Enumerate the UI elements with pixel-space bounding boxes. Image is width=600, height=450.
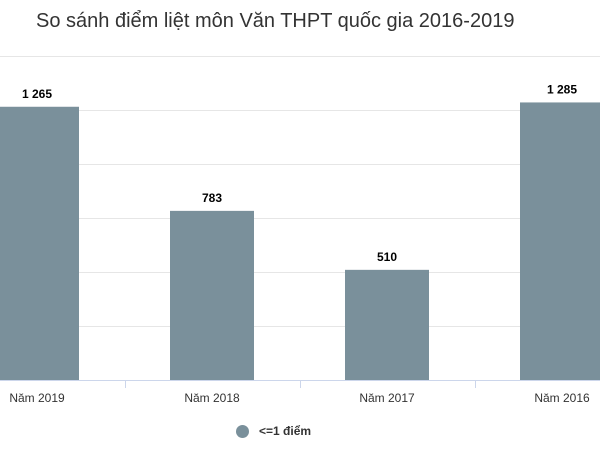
bar [0,106,79,380]
grid-lines [0,56,600,327]
data-label: 1 285 [547,82,577,96]
bar [345,269,429,380]
legend-swatch-icon [236,424,249,438]
chart-title: So sánh điểm liệt môn Văn THPT quốc gia … [36,10,515,32]
bar [170,210,254,380]
x-tick-label: Năm 2016 [534,391,590,405]
bars [0,102,600,380]
x-tick-label: Năm 2018 [184,391,240,405]
legend-label: <=1 điểm [259,424,312,438]
data-labels: 1 265 783 510 1 285 [22,82,577,263]
x-tick-label: Năm 2019 [9,391,65,405]
data-label: 783 [202,191,222,205]
data-label: 1 265 [22,87,52,101]
x-tick-label: Năm 2017 [359,391,415,405]
data-label: 510 [377,250,397,264]
bar [520,102,600,380]
x-axis: Năm 2019 Năm 2018 Năm 2017 Năm 2016 [0,380,600,405]
legend[interactable]: <=1 điểm [236,424,311,438]
